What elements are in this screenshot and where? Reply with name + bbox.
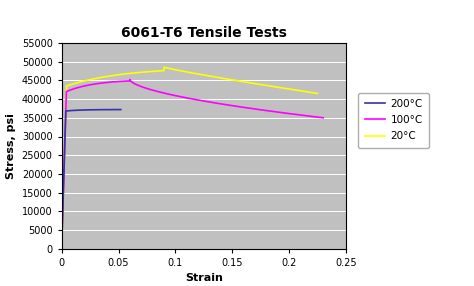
Y-axis label: Stress, psi: Stress, psi: [6, 113, 16, 179]
Title: 6061-T6 Tensile Tests: 6061-T6 Tensile Tests: [121, 26, 287, 40]
X-axis label: Strain: Strain: [185, 273, 223, 283]
Legend: 200°C, 100°C, 20°C: 200°C, 100°C, 20°C: [358, 93, 429, 148]
